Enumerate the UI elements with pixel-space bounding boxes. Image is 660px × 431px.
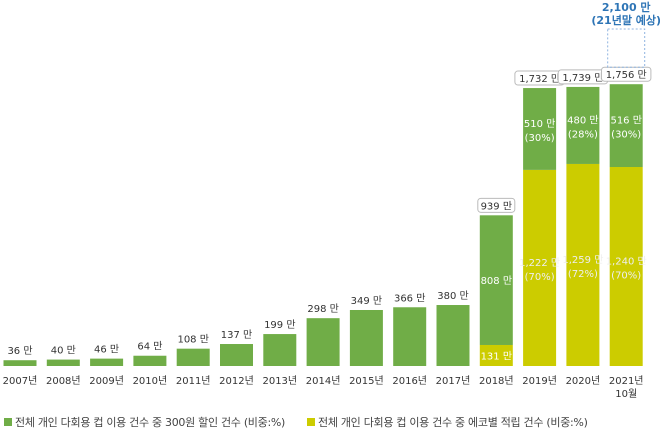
segment-share: (72%) xyxy=(568,269,598,280)
value-label: 298 만 xyxy=(307,303,338,315)
segment-label: 808 만 xyxy=(481,275,512,287)
x-tick-sublabel: 10월 xyxy=(615,388,637,400)
segment-share: (30%) xyxy=(611,130,641,141)
forecast-box xyxy=(607,28,646,68)
bar-segment-discount xyxy=(436,305,470,366)
bar-segment-discount xyxy=(393,307,427,366)
segment-label: 1,222 만 xyxy=(519,257,560,269)
value-label: 349 만 xyxy=(351,295,382,307)
bar-segment-discount xyxy=(523,88,557,170)
segment-share: (70%) xyxy=(611,271,641,282)
bar-segment-discount xyxy=(46,359,80,366)
legend-swatch-yellow xyxy=(307,418,316,426)
bar-chart: 2007년 36 만 2008년 40 만 2009년 46 만 2010년 64 만 2011… xyxy=(3,0,660,400)
x-tick-label: 2017년 xyxy=(436,375,471,387)
bar-segment-discount xyxy=(609,84,643,168)
legend-label: 전체 개인 다회용 컵 이용 건수 중 에코별 적립 건수 (비중:%) xyxy=(318,416,588,429)
bar-segment-discount xyxy=(263,334,297,366)
x-tick-label: 2013년 xyxy=(262,375,297,387)
segment-label: 1,240 만 xyxy=(606,256,647,268)
segment-label: 480 만 xyxy=(567,114,598,126)
forecast-note: (21년말 예상) xyxy=(591,13,660,27)
value-label: 108 만 xyxy=(177,334,208,346)
x-tick-label: 2018년 xyxy=(479,375,514,387)
bar-segment-ecostar xyxy=(609,167,643,366)
legend-swatch-green xyxy=(4,418,12,426)
bar-segment-discount xyxy=(133,355,167,366)
x-tick-label: 2011년 xyxy=(176,375,211,387)
x-tick-label: 2015년 xyxy=(349,375,384,387)
segment-share: (28%) xyxy=(568,129,598,140)
x-tick-label: 2021년 xyxy=(609,375,644,387)
value-label: 366 만 xyxy=(394,292,425,304)
total-label: 1,732 만 xyxy=(519,73,560,85)
legend-label: 전체 개인 다회용 컵 이용 건수 중 300원 할인 건수 (비중:%) xyxy=(15,416,286,429)
legend: 전체 개인 다회용 컵 이용 건수 중 300원 할인 건수 (비중:%) 전체… xyxy=(4,414,588,430)
bar-segment-discount xyxy=(479,215,513,345)
bar-segment-discount xyxy=(566,86,600,164)
value-label: 36 만 xyxy=(7,345,32,357)
segment-share: (30%) xyxy=(525,133,555,144)
bar-segment-discount xyxy=(306,318,340,366)
bar-segment-discount xyxy=(220,344,253,366)
x-tick-label: 2014년 xyxy=(306,375,341,387)
x-tick-label: 2010년 xyxy=(133,375,168,387)
segment-label: 1,259 만 xyxy=(562,254,603,266)
value-label: 199 만 xyxy=(264,319,295,331)
segment-label: 131 만 xyxy=(481,350,512,362)
total-label: 1,756 만 xyxy=(606,69,647,81)
x-tick-label: 2009년 xyxy=(89,375,124,387)
bar-segment-ecostar xyxy=(523,169,557,366)
legend-item-ecostar: 전체 개인 다회용 컵 이용 건수 중 에코별 적립 건수 (비중:%) xyxy=(307,414,588,430)
forecast-label: 2,100 만 xyxy=(602,0,651,14)
value-label: 137 만 xyxy=(221,329,252,341)
bar-segment-discount xyxy=(90,358,124,366)
x-tick-label: 2020년 xyxy=(566,375,601,387)
total-label: 939 만 xyxy=(481,200,512,212)
x-tick-label: 2012년 xyxy=(219,375,254,387)
x-tick-label: 2008년 xyxy=(46,375,81,387)
bar-segment-discount xyxy=(349,309,383,366)
x-tick-label: 2019년 xyxy=(522,375,557,387)
value-label: 380 만 xyxy=(437,290,468,302)
value-label: 40 만 xyxy=(51,345,76,357)
total-label: 1,739 만 xyxy=(562,72,603,84)
x-tick-label: 2007년 xyxy=(3,375,38,387)
bar-segment-ecostar xyxy=(479,344,513,366)
segment-share: (70%) xyxy=(525,272,555,283)
bar-segment-discount xyxy=(176,348,210,366)
total-label-box xyxy=(477,197,516,213)
legend-item-discount: 전체 개인 다회용 컵 이용 건수 중 300원 할인 건수 (비중:%) xyxy=(4,414,285,430)
value-label: 46 만 xyxy=(94,344,119,356)
bar-segment-discount xyxy=(3,360,37,366)
value-label: 64 만 xyxy=(137,341,162,353)
segment-label: 516 만 xyxy=(610,115,641,127)
segment-label: 510 만 xyxy=(524,118,555,130)
x-tick-label: 2016년 xyxy=(392,375,427,387)
bar-segment-ecostar xyxy=(566,163,600,366)
